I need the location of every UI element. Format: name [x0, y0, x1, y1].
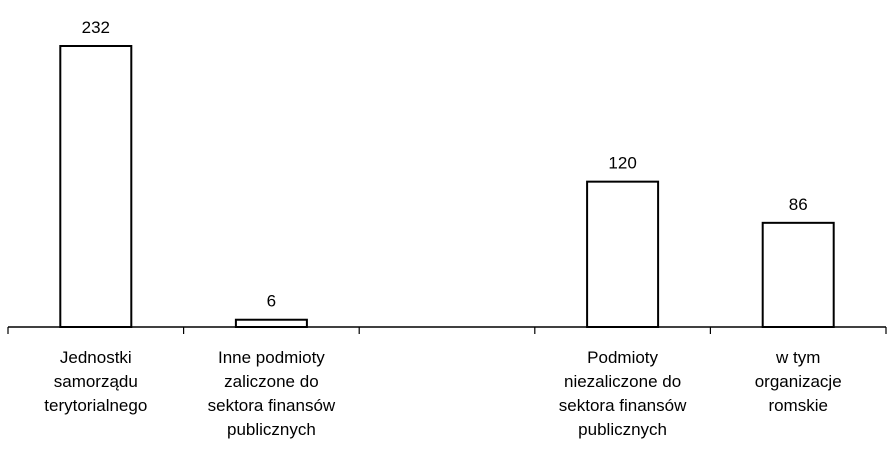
- data-label-4: 120: [608, 154, 636, 173]
- data-label-2: 6: [267, 292, 276, 311]
- category-labels: Jednostki samorządu terytorialnego Inne pod…: [44, 348, 841, 439]
- bar-4: [586, 180, 660, 328]
- category-label-line: Podmioty: [587, 348, 658, 367]
- category-label-line: zaliczone do: [224, 372, 319, 391]
- category-label-line: w tym: [775, 348, 820, 367]
- x-axis-ticks: [7, 327, 887, 334]
- category-label-line: niezaliczone do: [564, 372, 681, 391]
- category-label-line: sektora finansów: [559, 396, 687, 415]
- bar-1: [59, 45, 133, 328]
- category-label-2: Inne podmioty zaliczone do sektora finansó…: [208, 348, 336, 439]
- data-label-1: 232: [82, 18, 110, 37]
- category-label-line: romskie: [768, 396, 828, 415]
- category-label-line: Inne podmioty: [218, 348, 325, 367]
- data-label-5: 86: [789, 195, 808, 214]
- category-label-line: publicznych: [227, 420, 316, 439]
- bar-5: [761, 221, 835, 329]
- category-label-line: terytorialnego: [44, 396, 147, 415]
- category-label-1: Jednostki samorządu terytorialnego: [44, 348, 147, 415]
- category-label-line: publicznych: [578, 420, 667, 439]
- category-label-line: samorządu: [54, 372, 138, 391]
- bars: [59, 45, 835, 329]
- category-label-5: w tym organizacje romskie: [755, 348, 842, 415]
- bar-2: [234, 318, 308, 328]
- category-label-line: sektora finansów: [208, 396, 336, 415]
- category-label-4: Podmioty niezaliczone do sektora finansów p…: [559, 348, 687, 439]
- category-label-line: organizacje: [755, 372, 842, 391]
- data-labels: 232 6 120 86: [82, 18, 808, 311]
- category-label-line: Jednostki: [60, 348, 132, 367]
